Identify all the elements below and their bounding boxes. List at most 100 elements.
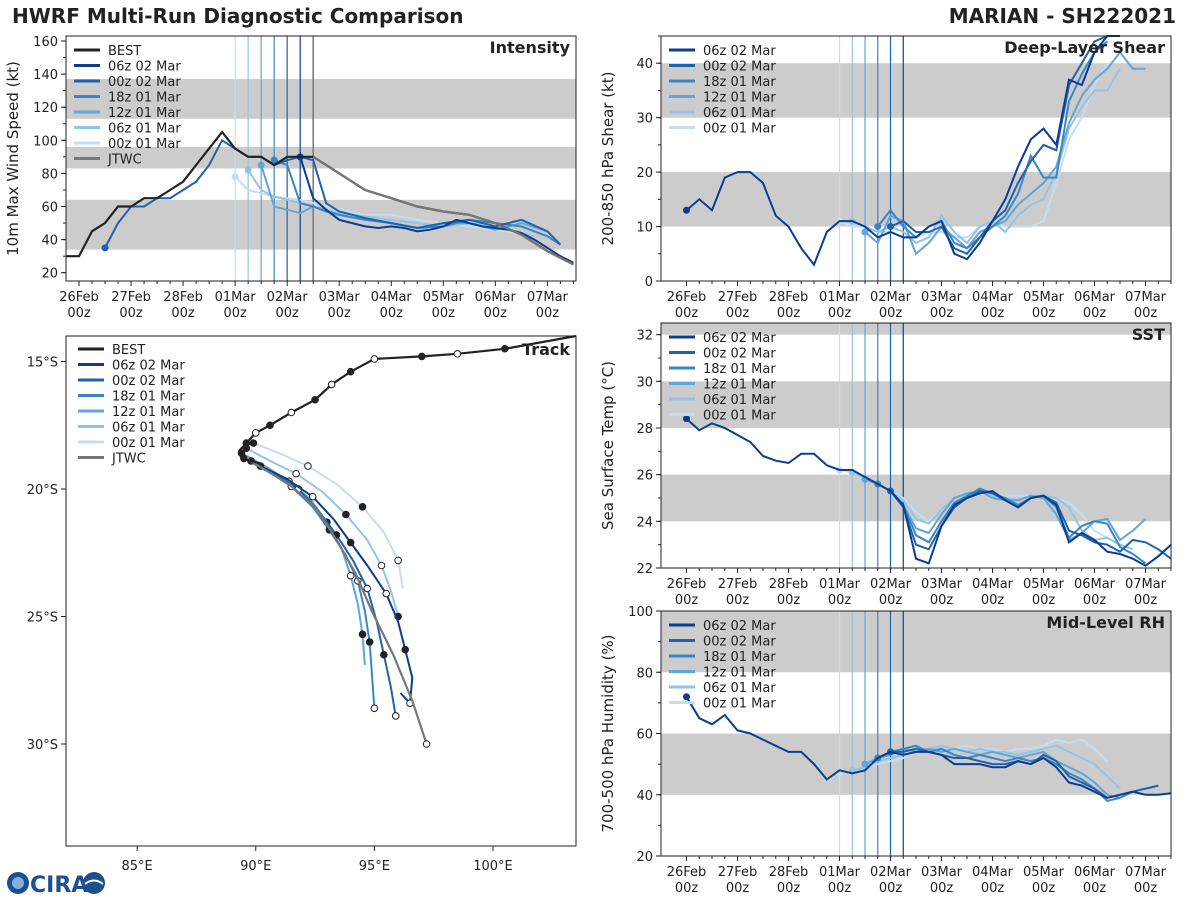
track-point	[370, 704, 379, 713]
legend-label: 06z 01 Mar	[108, 122, 181, 137]
series-start-point	[244, 166, 252, 174]
x-tick-label: 02Mar	[870, 577, 912, 592]
x-tick-label: 01Mar	[819, 577, 861, 592]
legend-label: 06z 01 Mar	[703, 681, 776, 696]
x-tick-label: 26Feb	[667, 290, 707, 305]
x-tick-label: 05Mar	[1023, 865, 1065, 880]
track-point	[394, 556, 402, 565]
series-line-06z-02-Mar	[685, 35, 1120, 267]
y-tick-label: 30°S	[27, 738, 58, 753]
x-tick-label: 04Mar	[972, 577, 1014, 592]
x-tick-label: 05Mar	[423, 290, 465, 305]
legend-label: BEST	[108, 44, 141, 59]
legend-label: 06z 01 Mar	[112, 421, 185, 436]
x-tick-label: 01Mar	[819, 290, 861, 305]
track-point	[292, 469, 300, 478]
y-tick-label: 26	[636, 469, 653, 484]
best-track-point	[418, 352, 426, 361]
y-tick-label: 20	[636, 166, 653, 181]
x-tick-label: 28Feb	[163, 290, 203, 305]
x-tick-label: 04Mar	[972, 865, 1014, 880]
y-tick-label: 100	[628, 605, 653, 620]
x-tick-label: 00z	[275, 306, 299, 321]
x-tick-label: 03Mar	[921, 577, 963, 592]
series-line-06z-02-Mar	[685, 417, 1172, 567]
panel-title: Track	[522, 340, 570, 359]
y-tick-label: 80	[41, 167, 58, 182]
x-tick-label: 00z	[1083, 306, 1107, 321]
x-tick-label: 00z	[879, 306, 903, 321]
x-tick-label: 00z	[1134, 881, 1158, 896]
legend-label: 06z 01 Mar	[703, 106, 776, 121]
jtwc-line	[312, 155, 574, 266]
x-tick-label: 02Mar	[870, 290, 912, 305]
logo-text: CIRA	[30, 873, 88, 898]
track-point	[249, 439, 258, 447]
track-point	[391, 712, 400, 720]
x-tick-label: 27Feb	[718, 290, 758, 305]
x-tick-label: 00z	[675, 593, 699, 608]
x-tick-label: 00z	[981, 593, 1005, 608]
x-tick-label: 00z	[930, 593, 954, 608]
x-tick-label: 00z	[930, 306, 954, 321]
x-tick-label: 00z	[981, 306, 1005, 321]
y-tick-label: 15°S	[27, 356, 58, 371]
x-tick-label: 26Feb	[667, 577, 707, 592]
track-point	[304, 462, 312, 470]
legend-label: 06z 02 Mar	[703, 44, 776, 59]
x-tick-label: 00z	[828, 593, 852, 608]
y-axis-label: 10m Max Wind Speed (kt)	[4, 61, 22, 256]
x-tick-label: 100°E	[473, 859, 513, 874]
x-tick-label: 00z	[675, 881, 699, 896]
intensity-panel: 2040608010012014016026Feb00z27Feb00z28Fe…	[4, 35, 577, 321]
series-line-06z-02-Mar	[685, 696, 1172, 799]
x-tick-label: 00z	[1083, 881, 1107, 896]
x-tick-label: 05Mar	[1023, 577, 1065, 592]
jtwc-track-line	[245, 457, 428, 745]
y-tick-label: 60	[41, 201, 58, 216]
panel-title: Deep-Layer Shear	[1004, 38, 1165, 57]
legend-label: 06z 02 Mar	[703, 331, 776, 346]
track-series-06z-02-Mar	[260, 465, 414, 706]
legend-label: 18z 01 Mar	[108, 91, 181, 106]
series-start-point	[683, 415, 690, 423]
rh-panel: 2040608010026Feb00z27Feb00z28Feb00z01Mar…	[599, 605, 1172, 896]
x-tick-label: 00z	[675, 306, 699, 321]
legend-label: 00z 02 Mar	[703, 635, 776, 650]
x-tick-label: 28Feb	[769, 290, 809, 305]
x-tick-label: 85°E	[122, 859, 153, 874]
series-line-06z-02-Mar	[299, 156, 574, 264]
series-line-18z-01-Mar	[877, 483, 1147, 565]
series-start-point	[101, 244, 109, 252]
series-start-point	[861, 228, 869, 236]
shaded-band	[661, 323, 1171, 335]
series-start-point	[874, 223, 882, 231]
x-tick-label: 00z	[484, 306, 508, 321]
x-tick-label: 00z	[380, 306, 404, 321]
y-tick-label: 20°S	[27, 483, 58, 498]
x-tick-label: 00z	[171, 306, 195, 321]
x-tick-label: 00z	[67, 306, 91, 321]
legend-label: 06z 02 Mar	[112, 359, 185, 374]
best-track-point	[327, 380, 336, 389]
series-start-point	[887, 223, 894, 231]
best-track-point	[453, 350, 462, 358]
legend-label: 00z 01 Mar	[703, 122, 776, 137]
series-line-00z-01-Mar	[839, 738, 1108, 775]
legend-label: 00z 02 Mar	[108, 75, 181, 90]
x-tick-label: 00z	[1134, 593, 1158, 608]
best-track-point	[370, 355, 379, 363]
series-line-00z-02-Mar	[104, 138, 562, 249]
legend-label: BEST	[112, 343, 145, 358]
track-point	[358, 630, 367, 639]
track-point	[380, 650, 388, 659]
y-axis-label: 700-500 hPa Humidity (%)	[599, 634, 617, 832]
series-start-point	[683, 693, 690, 701]
track-series-00z-01-Mar	[253, 442, 404, 589]
x-tick-label: 01Mar	[215, 290, 257, 305]
